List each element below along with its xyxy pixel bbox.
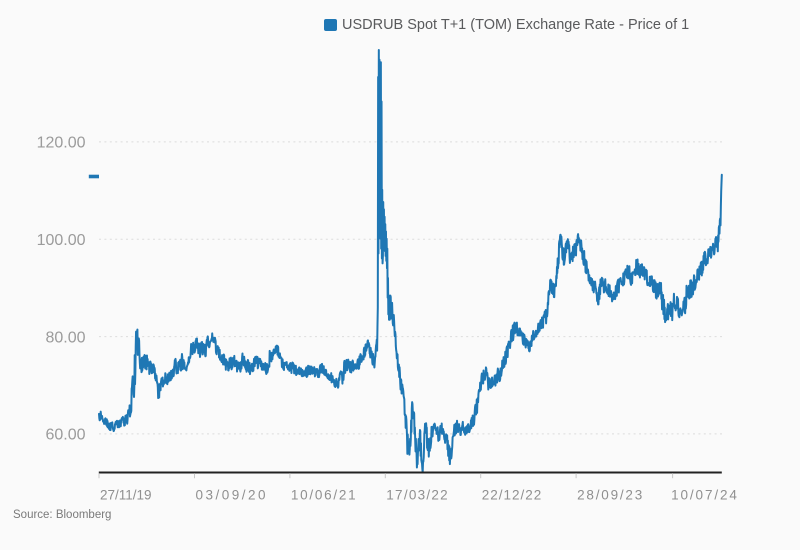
svg-text:10/06/21: 10/06/21: [291, 487, 358, 502]
svg-text:17/03/22: 17/03/22: [386, 487, 449, 502]
svg-text:60.00: 60.00: [45, 427, 85, 444]
svg-text:28/09/23: 28/09/23: [577, 487, 644, 502]
svg-text:03/09/20: 03/09/20: [196, 487, 269, 502]
svg-text:120.00: 120.00: [37, 135, 86, 152]
svg-text:80.00: 80.00: [45, 329, 85, 346]
svg-text:22/12/22: 22/12/22: [482, 487, 543, 502]
svg-text:27/11/19: 27/11/19: [100, 487, 152, 502]
svg-text:10/07/24: 10/07/24: [671, 487, 739, 502]
svg-text:100.00: 100.00: [37, 232, 86, 249]
